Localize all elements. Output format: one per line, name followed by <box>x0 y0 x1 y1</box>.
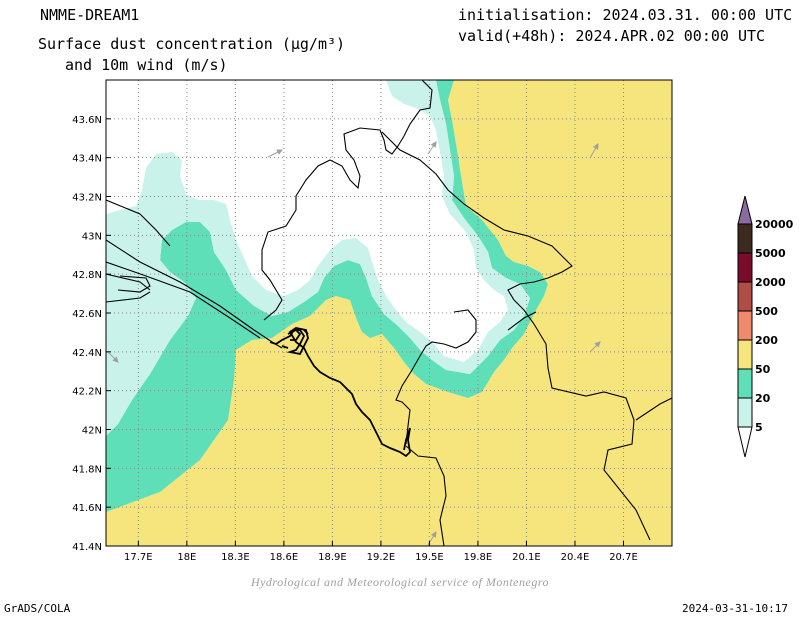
field-5-20 <box>106 80 530 436</box>
lat-label: 42.2N <box>72 387 102 398</box>
lon-label: 19.8E <box>464 552 493 563</box>
legend-label: 20000 <box>755 218 794 231</box>
lat-label: 42.4N <box>72 348 102 359</box>
legend-swatch <box>737 339 753 370</box>
lon-label: 18E <box>177 552 196 563</box>
legend-swatch <box>737 281 753 312</box>
lon-label: 17.7E <box>124 552 153 563</box>
legend-swatch <box>737 368 753 399</box>
wind-arrow <box>107 351 119 363</box>
color-legend: 20000 5000 2000 500 200 50 20 5 <box>737 195 794 458</box>
wind-arrow <box>267 149 284 158</box>
lat-label: 42.8N <box>72 270 102 281</box>
lat-lon-grid <box>106 80 672 546</box>
footer-timestamp: 2024-03-31-10:17 <box>682 602 788 615</box>
credit-text: Hydrological and Meteorological service … <box>250 575 550 589</box>
footer-software: GrADS/COLA <box>4 602 71 615</box>
model-name: NMME-DREAM1 <box>40 6 140 24</box>
lat-label: 41.8N <box>72 464 102 475</box>
lat-label: 41.6N <box>72 503 102 514</box>
borders <box>106 80 672 546</box>
lon-label: 19.2E <box>367 552 396 563</box>
legend-label: 500 <box>755 305 778 318</box>
lon-label: 18.3E <box>221 552 250 563</box>
legend-label: 2000 <box>755 276 786 289</box>
field-20-50 <box>106 80 548 512</box>
legend-swatch <box>737 252 753 283</box>
legend-label: 5000 <box>755 247 786 260</box>
wind-arrow <box>589 341 601 353</box>
lon-label: 20.1E <box>512 552 541 563</box>
legend-bottom-arrow <box>737 426 753 458</box>
lat-label: 43N <box>82 231 102 242</box>
legend-label: 5 <box>755 421 763 434</box>
legend-label: 20 <box>755 392 771 405</box>
lat-label: 43.2N <box>72 193 102 204</box>
axis-ticks: 17.7E 18E 18.3E 18.6E 18.9E 19.2E 19.5E 19.8E 20… <box>72 115 638 563</box>
wind-arrow <box>589 143 599 159</box>
lat-label: 43.4N <box>72 154 102 165</box>
legend-top-arrow <box>737 195 753 225</box>
lat-label: 42N <box>82 426 102 437</box>
lat-label: 41.4N <box>72 542 102 553</box>
map-title-line2: and 10m wind (m/s) <box>65 56 228 74</box>
lon-label: 20.4E <box>561 552 590 563</box>
lon-label: 18.6E <box>270 552 299 563</box>
lat-label: 42.6N <box>72 309 102 320</box>
init-time: initialisation: 2024.03.31. 00:00 UTC <box>458 6 793 24</box>
wind-arrow <box>427 141 437 155</box>
legend-label: 200 <box>755 334 778 347</box>
legend-swatch <box>737 397 753 428</box>
valid-time: valid(+48h): 2024.APR.02 00:00 UTC <box>458 27 766 45</box>
map-title-line1: Surface dust concentration (µg/m³) <box>38 35 346 53</box>
lat-label: 43.6N <box>72 115 102 126</box>
lon-label: 19.5E <box>415 552 444 563</box>
lon-label: 18.9E <box>318 552 347 563</box>
legend-label: 50 <box>755 363 771 376</box>
lon-label: 20.7E <box>609 552 638 563</box>
legend-swatch <box>737 310 753 341</box>
legend-swatch <box>737 223 753 254</box>
